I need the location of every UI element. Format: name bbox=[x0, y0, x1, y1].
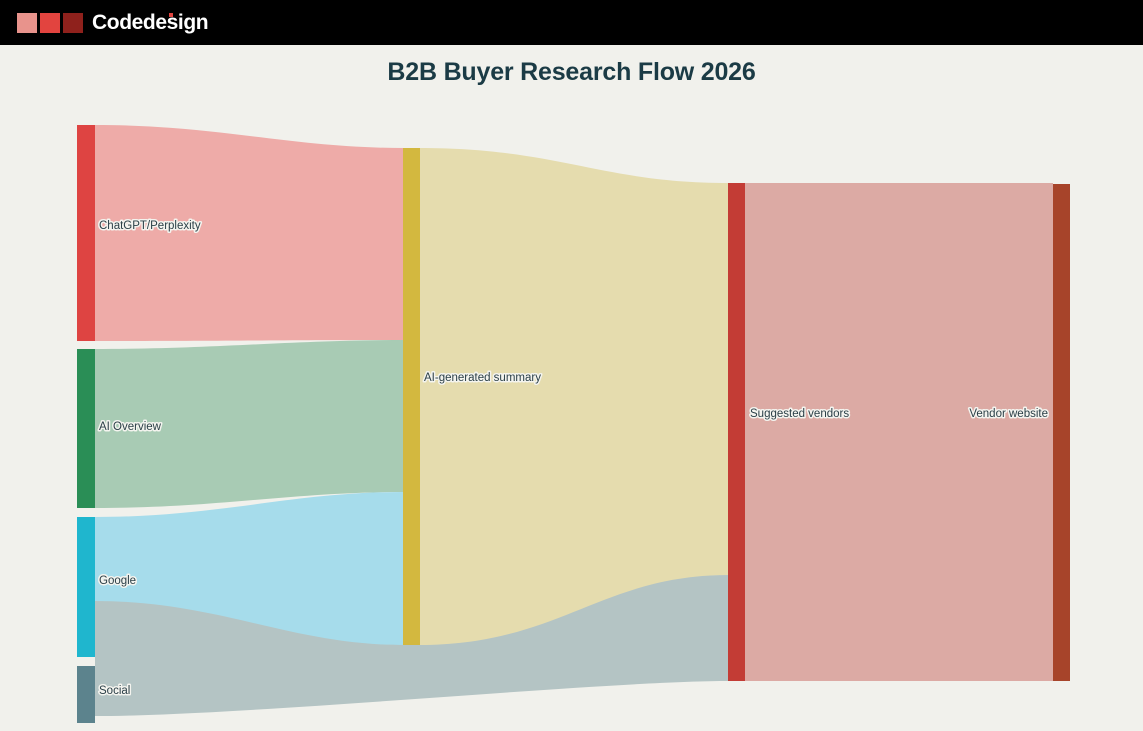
node-label-suggested-vendors: Suggested vendors bbox=[750, 408, 849, 420]
link-google-to-summary bbox=[95, 492, 404, 645]
node-label-social: Social bbox=[99, 685, 130, 697]
link-ai-overview-to-summary bbox=[95, 340, 404, 508]
brand-name-text: Codedesign bbox=[92, 11, 209, 34]
node-vendor-website[interactable] bbox=[1053, 184, 1070, 681]
brand-name: Codedesign bbox=[92, 11, 209, 34]
node-ai-overview[interactable] bbox=[77, 349, 95, 508]
logo-mark bbox=[17, 12, 83, 33]
node-label-ai-generated-summary: AI-generated summary bbox=[424, 372, 541, 384]
link-vendors-to-website bbox=[745, 183, 1053, 681]
node-label-google: Google bbox=[99, 575, 136, 587]
logo-square-1 bbox=[17, 12, 37, 33]
sankey-links bbox=[95, 125, 1053, 716]
node-label-chatgpt-perplexity: ChatGPT/Perplexity bbox=[99, 220, 201, 232]
node-social[interactable] bbox=[77, 666, 95, 723]
top-brand-bar: Codedesign bbox=[0, 0, 1143, 45]
sankey-node-labels: ChatGPT/Perplexity AI Overview Google So… bbox=[98, 219, 1050, 699]
sankey-nodes bbox=[77, 125, 1070, 723]
node-label-ai-overview: AI Overview bbox=[99, 421, 162, 433]
node-google[interactable] bbox=[77, 517, 95, 657]
link-summary-to-vendors bbox=[419, 148, 729, 645]
link-chatgpt-to-summary bbox=[95, 125, 404, 341]
logo-square-3 bbox=[63, 12, 83, 33]
node-label-vendor-website: Vendor website bbox=[969, 408, 1048, 420]
page-title: B2B Buyer Research Flow 2026 bbox=[387, 58, 756, 86]
logo-square-2 bbox=[40, 12, 60, 33]
node-suggested-vendors[interactable] bbox=[728, 183, 745, 681]
brand-dot-icon bbox=[169, 13, 173, 17]
node-chatgpt-perplexity[interactable] bbox=[77, 125, 95, 341]
node-ai-generated-summary[interactable] bbox=[403, 148, 420, 645]
